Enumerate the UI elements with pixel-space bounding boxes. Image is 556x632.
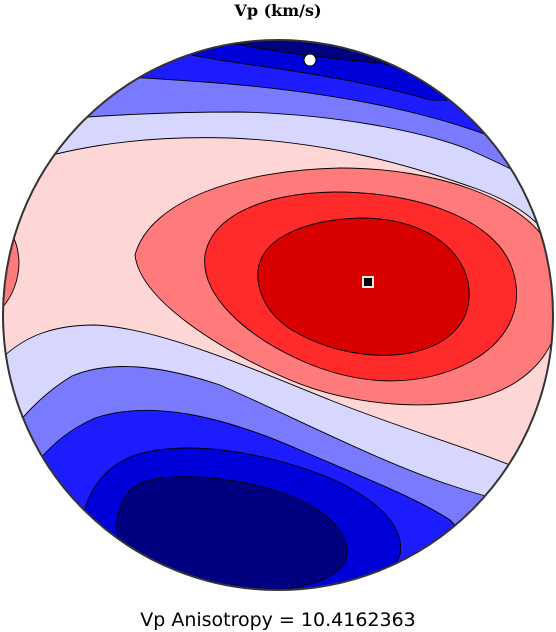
min-marker-circle — [303, 53, 317, 67]
anisotropy-caption: Vp Anisotropy = 10.4162363 — [140, 609, 416, 631]
max-marker-square — [362, 276, 374, 288]
contour-bands — [3, 40, 553, 590]
chart-title: Vp (km/s) — [233, 1, 321, 20]
stereonet-outline — [2, 39, 554, 591]
